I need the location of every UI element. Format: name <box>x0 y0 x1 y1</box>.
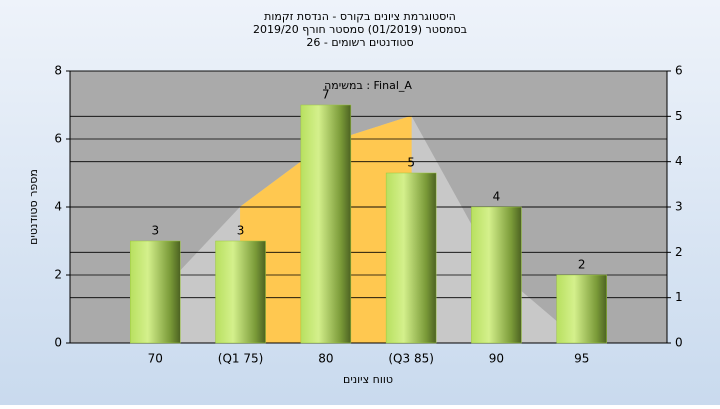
y2-tick-label: 4 <box>675 154 683 168</box>
value-label: 4 <box>493 190 501 204</box>
value-label: 2 <box>578 258 586 272</box>
chart-title: היסטוגרמת ציונים בקורס - הנדסת זקמות <box>264 10 456 23</box>
y2-tick-label: 1 <box>675 290 683 304</box>
chart-subtitle: בסמסטר (01/2019) סמסטר חורף 2019/20 <box>253 23 467 36</box>
value-label: 7 <box>322 88 330 102</box>
x-tick-label: 95 <box>574 352 589 366</box>
x-tick-label: (Q3 85) <box>388 352 434 366</box>
bar <box>471 206 522 344</box>
value-label: 5 <box>407 156 415 170</box>
y2-tick-label: 0 <box>675 336 683 350</box>
x-tick-label: 70 <box>148 352 163 366</box>
y2-tick-label: 3 <box>675 200 683 214</box>
y2-tick-label: 5 <box>675 109 683 123</box>
y-tick-label: 2 <box>54 268 62 282</box>
y-tick-label: 4 <box>54 200 62 214</box>
x-tick-label: (Q1 75) <box>218 352 264 366</box>
bar <box>300 104 352 344</box>
x-tick-label: 80 <box>318 352 333 366</box>
y-tick-label: 0 <box>54 336 62 350</box>
annotation: במשימה : Final_A <box>324 79 412 92</box>
y2-tick-label: 6 <box>675 64 683 78</box>
y-tick-label: 8 <box>54 64 62 78</box>
value-label: 3 <box>151 224 159 238</box>
y-tick-label: 6 <box>54 132 62 146</box>
chart-subtitle: סטודנטים רשומים - 26 <box>306 36 413 49</box>
bar <box>215 240 266 344</box>
x-tick-label: 90 <box>489 352 504 366</box>
bar <box>556 274 607 344</box>
bar <box>130 240 181 344</box>
y-axis-label: מספר סטודנטים <box>27 169 40 245</box>
bar <box>385 172 437 344</box>
y2-tick-label: 2 <box>675 245 683 259</box>
x-axis-label: טווח ציונים <box>343 373 393 386</box>
value-label: 3 <box>237 224 245 238</box>
